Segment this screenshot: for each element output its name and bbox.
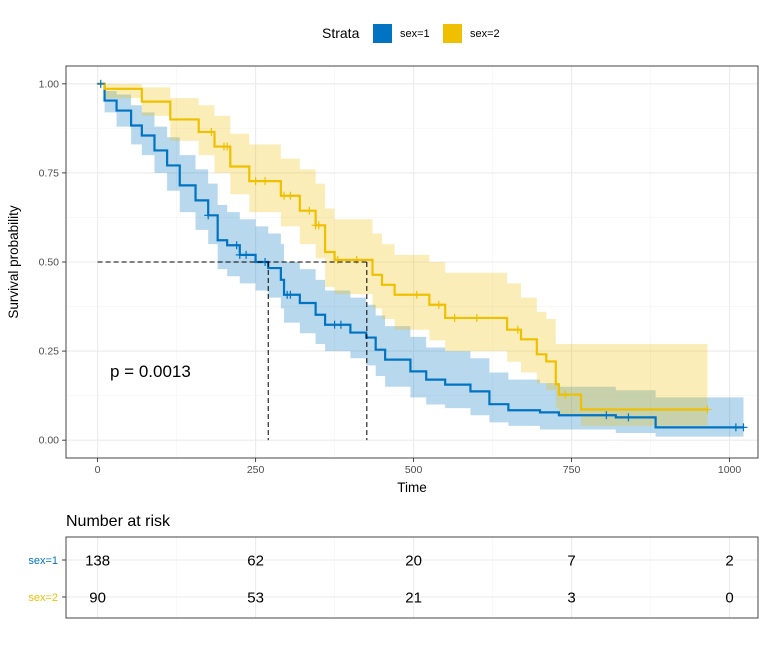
risk-strata-label: sex=1 (28, 555, 58, 567)
legend-swatch-sex2 (443, 24, 462, 43)
legend-label-sex1: sex=1 (400, 28, 430, 40)
censor-mark-sex1 (286, 290, 295, 299)
risk-cell: 0 (725, 590, 733, 607)
censor-mark-sex2 (261, 177, 270, 186)
censor-mark-sex2 (513, 325, 522, 334)
survival-curve-sex2 (97, 82, 708, 411)
risk-cell: 3 (567, 590, 575, 607)
ci-band-sex1 (97, 83, 744, 437)
survival-curves (97, 82, 744, 429)
censor-mark-sex1 (624, 413, 633, 422)
plot-panel: p = 0.0013 0.00 0.25 0.50 0.75 1.00 0 250 500 7… (6, 65, 759, 495)
censor-mark-sex2 (450, 313, 459, 322)
x-tick-label: 750 (563, 464, 581, 476)
censor-mark-sex1 (232, 241, 241, 250)
x-tick-label: 0 (95, 464, 101, 476)
risk-cell: 21 (405, 590, 422, 607)
risk-table-background (66, 537, 758, 618)
censor-mark-sex2 (434, 300, 443, 309)
legend: Strata sex=1 sex=2 (322, 24, 500, 43)
survival-curve-sex1 (97, 82, 744, 429)
x-tick-label: 500 (405, 464, 423, 476)
y-tick-label: 0.00 (39, 435, 60, 447)
grid-lines (66, 66, 758, 458)
y-axis-ticks: 0.00 0.25 0.50 0.75 1.00 (39, 78, 66, 447)
risk-cell: 20 (405, 553, 422, 570)
risk-table-cells: 138 62 20 7 2 90 53 21 3 0 (85, 553, 734, 607)
censor-mark-sex2 (703, 405, 712, 414)
risk-cell: 62 (247, 553, 264, 570)
censor-marks (96, 79, 748, 432)
censor-mark-sex2 (412, 290, 421, 299)
censor-mark-sex2 (333, 255, 342, 264)
censor-mark-sex2 (286, 191, 295, 200)
risk-cell: 138 (85, 553, 110, 570)
censor-mark-sex1 (739, 423, 748, 432)
censor-mark-sex1 (731, 423, 740, 432)
risk-table-border (65, 536, 759, 619)
censor-mark-sex2 (314, 221, 323, 230)
y-tick-label: 0.50 (39, 257, 60, 269)
risk-table-grid (66, 537, 758, 618)
legend-swatch-sex1 (373, 24, 392, 43)
censor-mark-sex1 (96, 79, 105, 88)
censor-mark-sex2 (352, 255, 361, 264)
censor-mark-sex2 (223, 142, 232, 151)
risk-cell: 90 (89, 590, 106, 607)
censor-mark-sex2 (561, 390, 570, 399)
risk-cell: 53 (247, 590, 264, 607)
median-lines (97, 261, 368, 441)
censor-mark-sex2 (207, 127, 216, 136)
risk-cell: 7 (567, 553, 575, 570)
censor-mark-sex2 (472, 313, 481, 322)
censor-mark-sex1 (336, 320, 345, 329)
legend-label-sex2: sex=2 (470, 28, 500, 40)
risk-table-title: Number at risk (66, 513, 171, 530)
x-tick-label: 250 (247, 464, 265, 476)
y-tick-label: 0.75 (39, 167, 60, 179)
risk-strata-label: sex=2 (28, 592, 58, 604)
legend-title: Strata (322, 25, 360, 41)
censor-mark-sex2 (305, 206, 314, 215)
x-tick-label: 1000 (718, 464, 742, 476)
risk-cell: 2 (725, 553, 733, 570)
censor-mark-sex1 (242, 250, 251, 259)
x-axis-ticks: 0 250 500 750 1000 (95, 458, 742, 476)
censor-mark-sex2 (251, 177, 260, 186)
p-value-annotation: p = 0.0013 (110, 362, 191, 381)
x-axis-title: Time (397, 480, 427, 495)
y-axis-title: Survival probability (6, 205, 21, 319)
censor-mark-sex1 (602, 411, 611, 420)
censor-mark-sex1 (204, 211, 213, 220)
y-tick-label: 1.00 (39, 78, 60, 90)
risk-table: Number at risk 138 62 20 7 290 53 21 3 0 sex=1se… (28, 513, 759, 619)
risk-table-strata-labels: sex=1 sex=2 (28, 555, 66, 604)
y-tick-label: 0.25 (39, 346, 60, 358)
